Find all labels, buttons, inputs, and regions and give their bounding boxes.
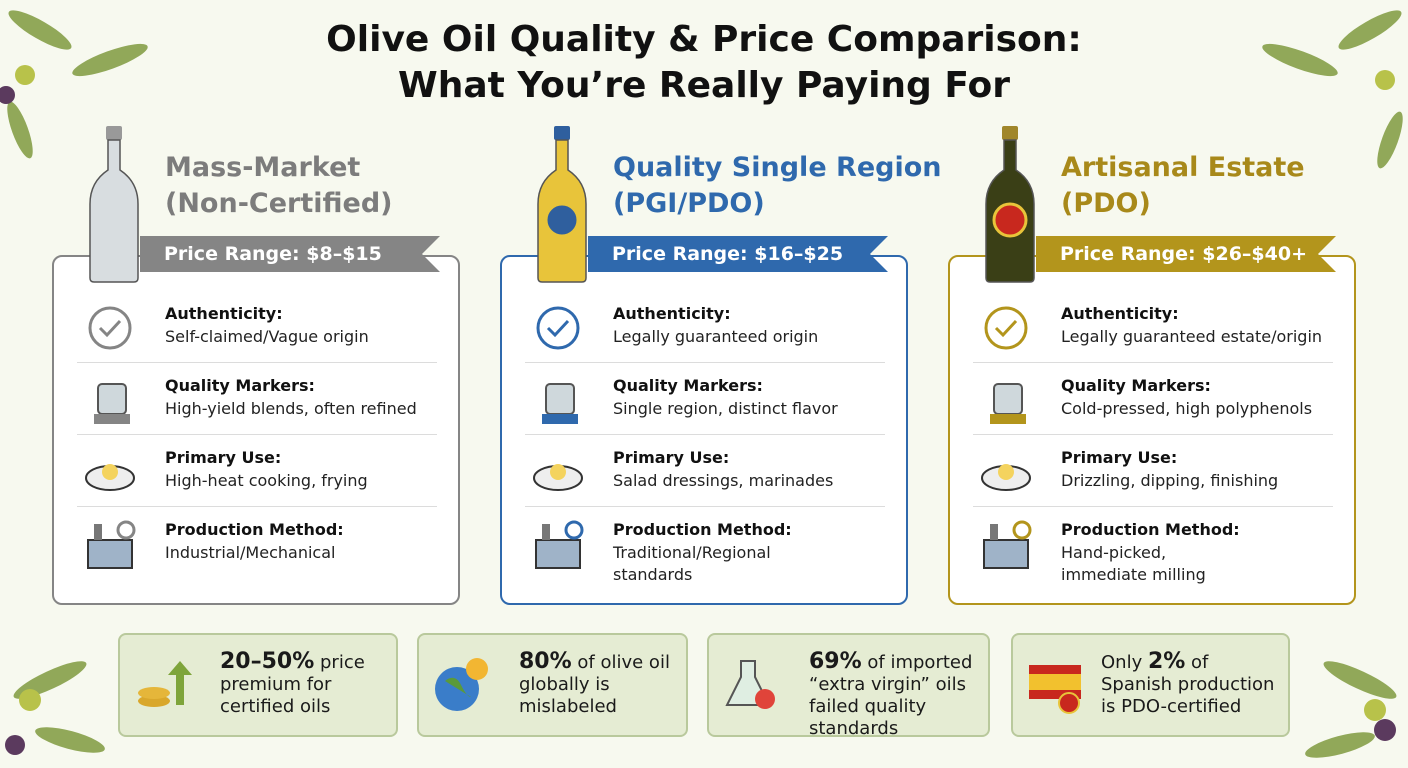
row-icon	[87, 520, 136, 569]
stat-icon	[1029, 665, 1081, 714]
bottle	[985, 126, 1035, 283]
row-separator	[525, 362, 885, 363]
tier-name: (PDO)	[1061, 188, 1151, 219]
stat-highlight: 80%	[519, 649, 572, 674]
row-label: Quality Markers:	[165, 376, 315, 395]
row-icon	[88, 306, 132, 350]
bottle	[89, 126, 139, 283]
stat-text: 80% of olive oil globally is mislabeled	[519, 651, 678, 718]
stat-text: 20–50% price premium for certified oils	[220, 651, 388, 718]
row-text: High-yield blends, often refined	[165, 399, 417, 418]
row-separator	[973, 506, 1333, 507]
row-icon	[984, 306, 1028, 350]
row-label: Primary Use:	[613, 448, 730, 467]
stat-detail: of olive oil globally is mislabeled	[519, 652, 670, 717]
row-label: Primary Use:	[165, 448, 282, 467]
row-icon	[535, 520, 584, 569]
row-label: Production Method:	[165, 520, 344, 539]
stat-icon	[725, 660, 775, 709]
stat-text: Only 2% of Spanish production is PDO-cer…	[1101, 651, 1280, 718]
title-line-1: Olive Oil Quality & Price Comparison:	[326, 19, 1082, 60]
row-text: Drizzling, dipping, finishing	[1061, 471, 1279, 490]
row-icon	[983, 520, 1032, 569]
tier-name: Mass-Market	[165, 152, 361, 183]
row-text: Hand-picked, immediate milling	[1061, 543, 1206, 584]
row-icon	[533, 464, 583, 491]
row-icon	[981, 464, 1031, 491]
title-line-2: What You’re Really Paying For	[398, 65, 1010, 106]
stat-detail: of imported “extra virgin” oils failed q…	[809, 652, 973, 739]
row-label: Authenticity:	[1061, 304, 1179, 323]
row-icon	[542, 383, 578, 424]
bottle	[537, 126, 587, 283]
stat-text: 69% of imported “extra virgin” oils fail…	[809, 651, 980, 740]
row-text: Legally guaranteed estate/origin	[1061, 327, 1323, 346]
row-label: Quality Markers:	[1061, 376, 1211, 395]
stat-prefix: Only	[1101, 652, 1148, 673]
stat-box: 80% of olive oil globally is mislabeled	[417, 633, 688, 737]
stat-box: Only 2% of Spanish production is PDO-cer…	[1011, 633, 1290, 737]
row-icon	[990, 383, 1026, 424]
row-separator	[77, 362, 437, 363]
row-label: Production Method:	[1061, 520, 1240, 539]
stat-detail: of Spanish production is PDO-certified	[1101, 652, 1275, 717]
stat-box: 20–50% price premium for certified oils	[118, 633, 398, 737]
row-label: Authenticity:	[165, 304, 283, 323]
row-text: Single region, distinct flavor	[613, 399, 838, 418]
stat-icon	[138, 661, 192, 707]
row-text: High-heat cooking, frying	[165, 471, 368, 490]
tier-name: Quality Single Region	[613, 152, 942, 183]
price-range: Price Range: $8–$15	[140, 236, 440, 272]
tier-name: (Non-Certified)	[165, 188, 393, 219]
stat-box: 69% of imported “extra virgin” oils fail…	[707, 633, 990, 740]
tier-name: (PGI/PDO)	[613, 188, 765, 219]
tier-name: Artisanal Estate	[1061, 152, 1305, 183]
price-range: Price Range: $16–$25	[588, 236, 888, 272]
row-text: Salad dressings, marinades	[613, 471, 834, 490]
row-icon	[85, 464, 135, 491]
row-separator	[77, 506, 437, 507]
stat-detail: price premium for certified oils	[220, 652, 365, 717]
row-text: Industrial/Mechanical	[165, 543, 336, 562]
row-separator	[77, 434, 437, 435]
row-separator	[525, 434, 885, 435]
row-text: Cold-pressed, high polyphenols	[1061, 399, 1313, 418]
row-text: Legally guaranteed origin	[613, 327, 819, 346]
row-label: Authenticity:	[613, 304, 731, 323]
row-separator	[525, 506, 885, 507]
row-text: Self-claimed/Vague origin	[165, 327, 369, 346]
stat-highlight: 2%	[1147, 649, 1186, 674]
row-label: Production Method:	[613, 520, 792, 539]
row-label: Primary Use:	[1061, 448, 1178, 467]
row-separator	[973, 434, 1333, 435]
stat-highlight: 69%	[809, 649, 862, 674]
stat-icon	[435, 658, 488, 711]
stat-highlight: 20–50%	[220, 649, 315, 674]
row-separator	[973, 362, 1333, 363]
row-text: Traditional/Regional standards	[613, 543, 771, 584]
price-range: Price Range: $26–$40+	[1036, 236, 1336, 272]
row-label: Quality Markers:	[613, 376, 763, 395]
row-icon	[94, 383, 130, 424]
row-icon	[536, 306, 580, 350]
